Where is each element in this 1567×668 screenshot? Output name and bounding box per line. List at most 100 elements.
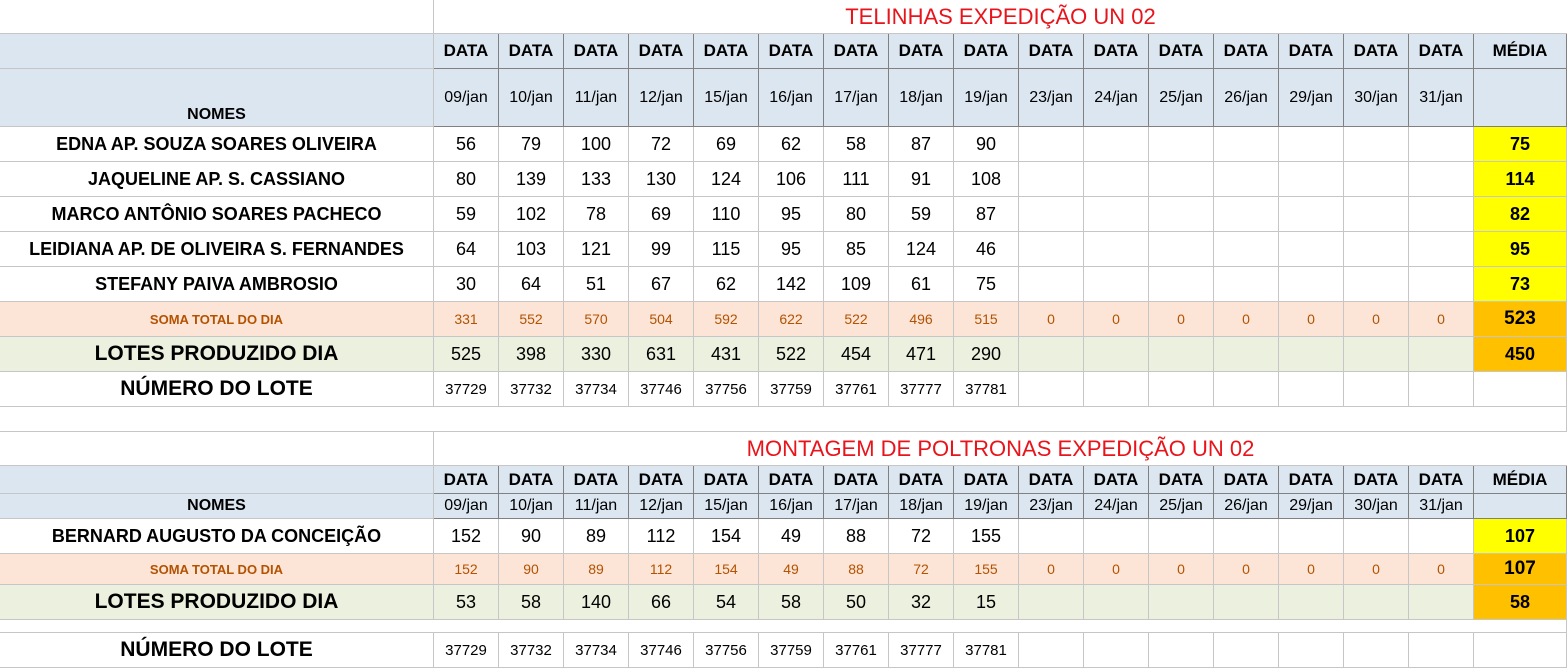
section2-numero-cell[interactable]	[1279, 633, 1344, 668]
section1-soma-cell[interactable]: 0	[1084, 302, 1149, 337]
section2-data-label[interactable]: DATA	[629, 466, 694, 494]
section1-value-cell[interactable]	[1149, 197, 1214, 232]
section1-numero-cell[interactable]: 37734	[564, 372, 629, 407]
section2-soma-cell[interactable]: 0	[1084, 554, 1149, 585]
section1-data-label[interactable]: DATA	[564, 34, 629, 69]
section2-value-cell[interactable]: 155	[954, 519, 1019, 554]
section2-date-cell[interactable]: 16/jan	[759, 494, 824, 519]
section2-soma-cell[interactable]: 0	[1344, 554, 1409, 585]
section2-lotes-cell[interactable]	[1344, 585, 1409, 620]
section2-data-label[interactable]: DATA	[694, 466, 759, 494]
section1-date-cell[interactable]: 30/jan	[1344, 69, 1409, 127]
section1-numero-cell[interactable]: 37781	[954, 372, 1019, 407]
section2-lotes-cell[interactable]: 54	[694, 585, 759, 620]
section1-numero-cell[interactable]: 37746	[629, 372, 694, 407]
section2-soma-cell[interactable]: 152	[434, 554, 499, 585]
section1-data-label[interactable]: DATA	[1344, 34, 1409, 69]
section2-data-label[interactable]: DATA	[1084, 466, 1149, 494]
section1-value-cell[interactable]	[1279, 197, 1344, 232]
section1-soma-cell[interactable]: 515	[954, 302, 1019, 337]
section2-soma-cell[interactable]: 155	[954, 554, 1019, 585]
section1-numero-cell[interactable]	[1019, 372, 1084, 407]
section2-title-spacer[interactable]	[0, 432, 434, 466]
section1-soma-cell[interactable]: 0	[1409, 302, 1474, 337]
section1-value-cell[interactable]: 62	[694, 267, 759, 302]
section1-lotes-cell[interactable]: 290	[954, 337, 1019, 372]
section1-worker-media[interactable]: 75	[1474, 127, 1567, 162]
section1-value-cell[interactable]	[1279, 162, 1344, 197]
section1-value-cell[interactable]: 87	[954, 197, 1019, 232]
section2-lotes-cell[interactable]: 66	[629, 585, 694, 620]
section1-date-cell[interactable]: 26/jan	[1214, 69, 1279, 127]
section1-value-cell[interactable]: 59	[889, 197, 954, 232]
section1-value-cell[interactable]	[1019, 197, 1084, 232]
section1-value-cell[interactable]	[1344, 267, 1409, 302]
section1-numero-cell[interactable]: 37761	[824, 372, 889, 407]
section1-value-cell[interactable]	[1149, 267, 1214, 302]
section1-lotes-cell[interactable]: 398	[499, 337, 564, 372]
section2-numero-cell[interactable]	[1019, 633, 1084, 668]
section1-soma-cell[interactable]: 331	[434, 302, 499, 337]
section2-soma-cell[interactable]: 89	[564, 554, 629, 585]
section1-soma-cell[interactable]: 622	[759, 302, 824, 337]
section2-date-cell[interactable]: 19/jan	[954, 494, 1019, 519]
section2-value-cell[interactable]: 112	[629, 519, 694, 554]
section1-value-cell[interactable]: 121	[564, 232, 629, 267]
section2-date-cell[interactable]: 10/jan	[499, 494, 564, 519]
section1-value-cell[interactable]: 87	[889, 127, 954, 162]
section1-value-cell[interactable]	[1084, 267, 1149, 302]
section1-value-cell[interactable]	[1344, 197, 1409, 232]
section1-value-cell[interactable]: 130	[629, 162, 694, 197]
section1-date-cell[interactable]: 12/jan	[629, 69, 694, 127]
section1-value-cell[interactable]: 139	[499, 162, 564, 197]
section2-soma-cell[interactable]: 0	[1149, 554, 1214, 585]
section1-worker-media[interactable]: 82	[1474, 197, 1567, 232]
section1-numero-cell[interactable]	[1279, 372, 1344, 407]
section1-value-cell[interactable]: 75	[954, 267, 1019, 302]
section1-date-cell[interactable]: 25/jan	[1149, 69, 1214, 127]
section1-value-cell[interactable]: 62	[759, 127, 824, 162]
section2-value-cell[interactable]: 154	[694, 519, 759, 554]
section1-date-cell[interactable]: 16/jan	[759, 69, 824, 127]
section1-lotes-cell[interactable]: 471	[889, 337, 954, 372]
section2-lotes-cell[interactable]: 32	[889, 585, 954, 620]
section2-date-cell[interactable]: 09/jan	[434, 494, 499, 519]
section1-value-cell[interactable]: 102	[499, 197, 564, 232]
section2-data-label[interactable]: DATA	[889, 466, 954, 494]
section2-lotes-cell[interactable]: 53	[434, 585, 499, 620]
section2-date-cell[interactable]: 23/jan	[1019, 494, 1084, 519]
section1-worker-media[interactable]: 73	[1474, 267, 1567, 302]
section1-numero-cell[interactable]: 37759	[759, 372, 824, 407]
section1-lotes-cell[interactable]	[1149, 337, 1214, 372]
section1-value-cell[interactable]	[1084, 232, 1149, 267]
section1-lotes-cell[interactable]	[1084, 337, 1149, 372]
section1-lotes-cell[interactable]: 330	[564, 337, 629, 372]
section1-worker-media[interactable]: 95	[1474, 232, 1567, 267]
section1-soma-cell[interactable]: 522	[824, 302, 889, 337]
section2-lotes-cell[interactable]: 15	[954, 585, 1019, 620]
section1-date-cell[interactable]: 29/jan	[1279, 69, 1344, 127]
section1-data-label[interactable]: DATA	[629, 34, 694, 69]
section1-value-cell[interactable]: 69	[694, 127, 759, 162]
section2-soma-cell[interactable]: 0	[1019, 554, 1084, 585]
section2-date-cell[interactable]: 30/jan	[1344, 494, 1409, 519]
section2-numero-cell[interactable]: 37732	[499, 633, 564, 668]
section1-value-cell[interactable]	[1084, 162, 1149, 197]
section1-date-cell[interactable]: 19/jan	[954, 69, 1019, 127]
section2-lotes-cell[interactable]: 58	[499, 585, 564, 620]
section1-numero-cell[interactable]	[1409, 372, 1474, 407]
section1-data-label[interactable]: DATA	[954, 34, 1019, 69]
section2-soma-label[interactable]: SOMA TOTAL DO DIA	[0, 554, 434, 585]
section1-media-blank[interactable]	[1474, 69, 1567, 127]
section2-soma-cell[interactable]: 0	[1214, 554, 1279, 585]
section2-date-cell[interactable]: 12/jan	[629, 494, 694, 519]
section1-lotes-cell[interactable]	[1344, 337, 1409, 372]
section1-value-cell[interactable]	[1214, 127, 1279, 162]
section1-value-cell[interactable]	[1409, 267, 1474, 302]
section2-date-cell[interactable]: 11/jan	[564, 494, 629, 519]
section2-header-blank[interactable]	[0, 466, 434, 494]
section1-worker-name[interactable]: MARCO ANTÔNIO SOARES PACHECO	[0, 197, 434, 232]
section1-lotes-cell[interactable]	[1019, 337, 1084, 372]
section1-soma-cell[interactable]: 0	[1344, 302, 1409, 337]
section1-value-cell[interactable]	[1409, 197, 1474, 232]
